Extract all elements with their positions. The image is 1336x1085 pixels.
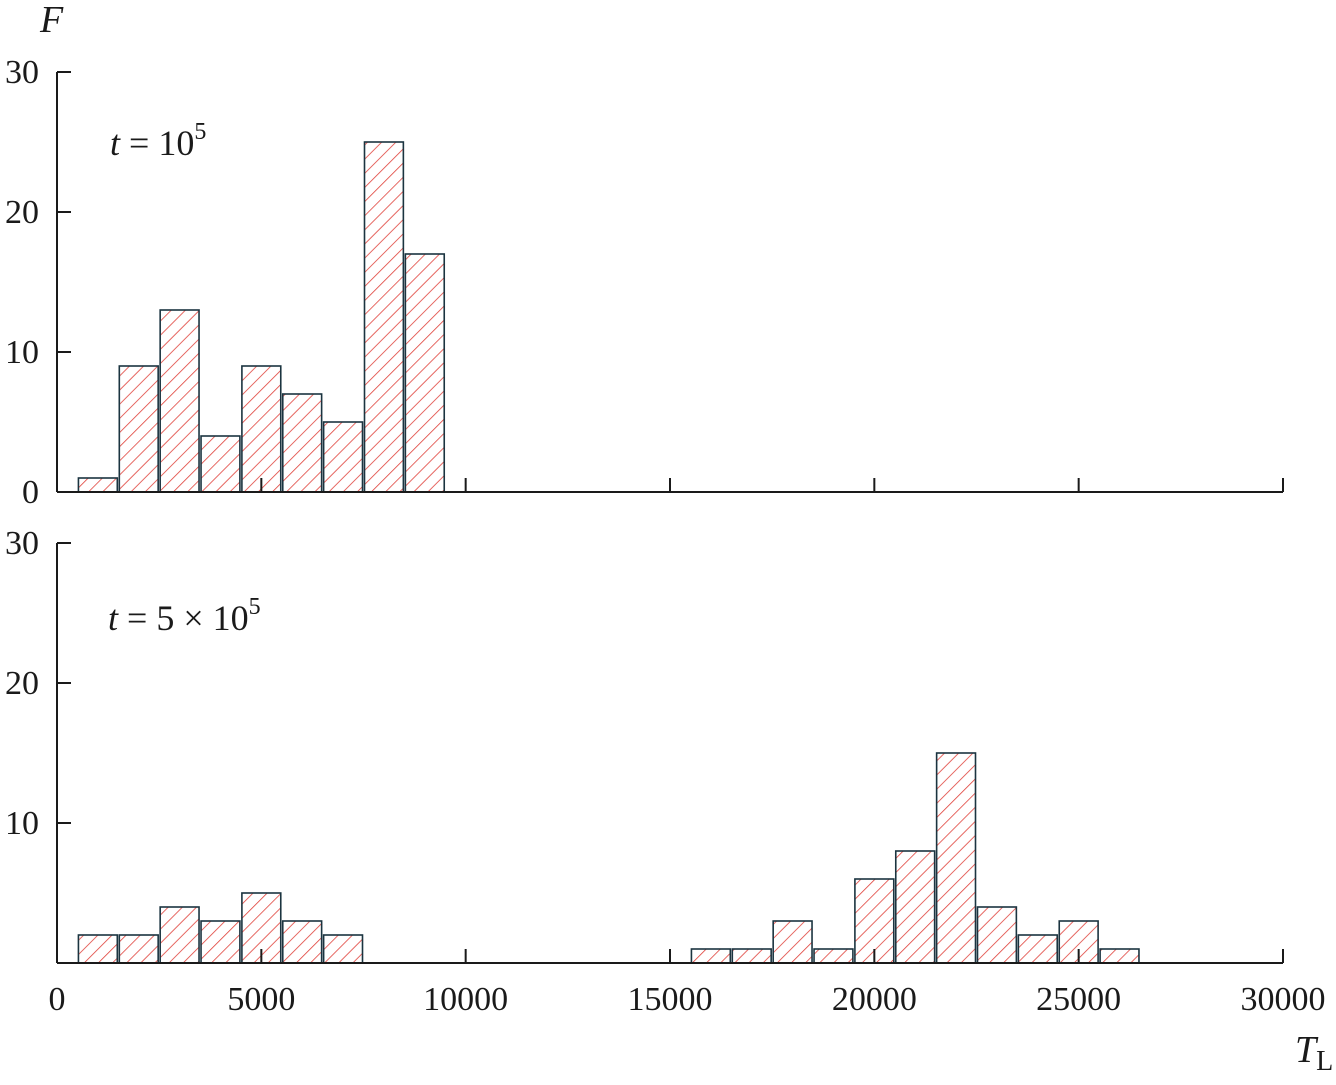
x-tick-label: 0 <box>49 981 66 1018</box>
panel-2-bar-16 <box>1017 934 1059 964</box>
panel-2-label-var: t <box>108 598 119 638</box>
panel-2-bar-2 <box>118 934 159 964</box>
panel-1-bar-5 <box>241 365 282 493</box>
panel-1-bar-1 <box>77 477 119 493</box>
panel-1-y-tick-label: 30 <box>5 54 39 91</box>
panel-1-label-exp: 5 <box>194 119 206 145</box>
panel-1-bar-3 <box>159 309 200 493</box>
x-tick-label: 15000 <box>628 981 713 1018</box>
panel-2-bar-1 <box>77 934 119 964</box>
panel-1-label-base: 10 <box>158 123 194 163</box>
panel-2-label-base: 10 <box>213 598 249 638</box>
panel-2-label: t = 5 × 105 <box>108 594 261 638</box>
panel-2-bar-3 <box>159 906 200 964</box>
panel-2-bar-13 <box>894 850 936 964</box>
panel-1-bar-4 <box>200 435 241 493</box>
panel-1-y-tick-label: 0 <box>22 474 39 511</box>
panel-2-bar-14 <box>935 752 977 964</box>
panel-2-bar-8 <box>690 948 732 964</box>
panel-2-label-exp: 5 <box>249 594 261 620</box>
panel-1-label-eq: = <box>120 123 158 163</box>
panel-1-y-tick-label: 20 <box>5 194 39 231</box>
x-tick-label: 10000 <box>423 981 508 1018</box>
panel-2-y-tick-label: 20 <box>5 665 39 702</box>
panel-2-bar-9 <box>731 948 772 964</box>
panel-1-label-var: t <box>110 123 121 163</box>
x-axis-label-subscript: L <box>1316 1046 1333 1077</box>
panel-1-bar-6 <box>281 393 323 493</box>
panel-2-y-tick-label: 10 <box>5 805 39 842</box>
panel-1-label: t = 105 <box>110 119 206 163</box>
x-axis-label-main: T <box>1295 1029 1319 1071</box>
x-tick-label: 25000 <box>1036 981 1121 1018</box>
plot-area: 0 10 20 30 10 20 30 0 5000 10000 15000 20000 25000 30… <box>5 54 1326 1018</box>
x-tick-label: 5000 <box>227 981 295 1018</box>
panel-2-bar-6 <box>281 920 323 964</box>
panel-1-bar-8 <box>363 141 405 493</box>
x-axis-label: TL <box>1295 1029 1333 1077</box>
panel-2-bar-11 <box>813 948 854 964</box>
y-axis-label: F <box>39 0 64 41</box>
panel-1-bar-7 <box>322 421 364 493</box>
panel-2-label-eq: = 5 × <box>118 598 213 638</box>
panel-2-bar-10 <box>772 920 813 964</box>
panel-2-bar-15 <box>976 906 1018 964</box>
panel-2-bar-4 <box>200 920 241 964</box>
x-tick-label: 30000 <box>1241 981 1326 1018</box>
panel-2-y-tick-label: 30 <box>5 525 39 562</box>
panel-2-bar-18 <box>1099 948 1140 964</box>
panel-1-bar-9 <box>404 253 446 493</box>
panel-2-bar-7 <box>322 934 364 964</box>
x-tick-label: 20000 <box>832 981 917 1018</box>
panel-1-bar-2 <box>118 365 159 493</box>
panel-1-y-tick-label: 10 <box>5 334 39 371</box>
